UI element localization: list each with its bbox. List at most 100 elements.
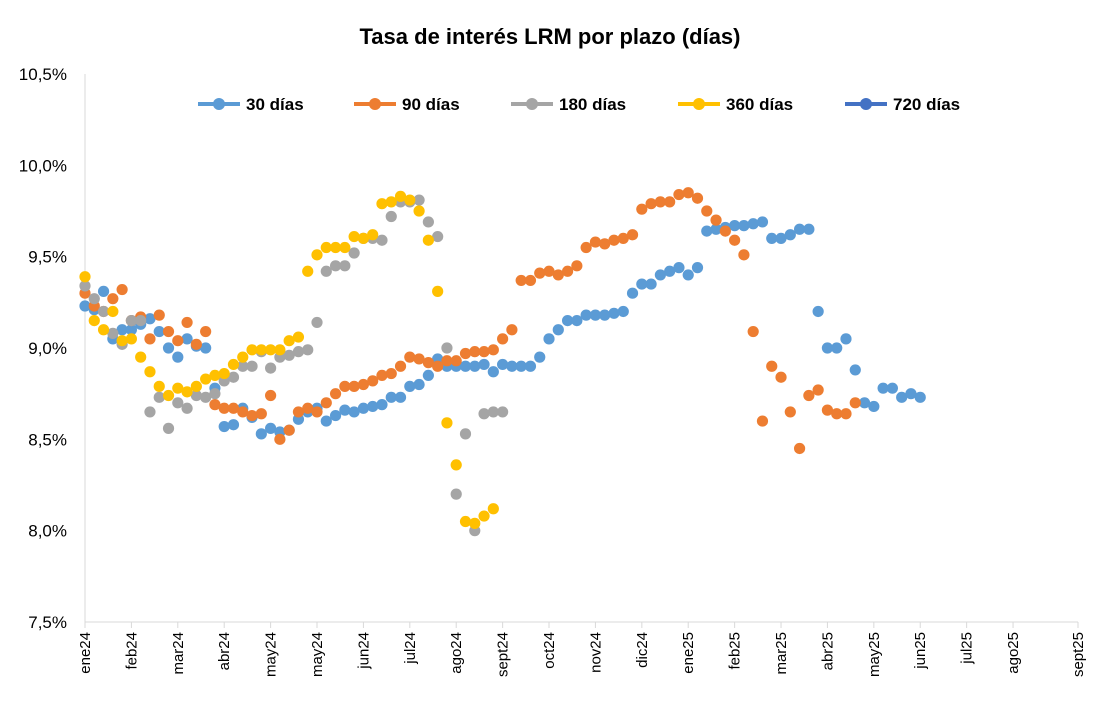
data-point bbox=[88, 293, 100, 305]
x-tick-label: feb25 bbox=[727, 632, 744, 670]
data-point bbox=[218, 420, 230, 433]
data-point bbox=[487, 344, 499, 356]
data-point bbox=[320, 241, 332, 254]
data-point bbox=[441, 417, 453, 429]
data-point bbox=[385, 210, 397, 223]
data-point bbox=[608, 234, 620, 246]
data-point bbox=[766, 360, 778, 372]
x-tick-label: may24 bbox=[309, 632, 326, 677]
x-tick-label: jun25 bbox=[912, 632, 929, 670]
data-point bbox=[181, 333, 193, 345]
y-tick-label: 9,0% bbox=[28, 339, 67, 358]
data-point bbox=[803, 389, 815, 402]
data-point bbox=[97, 324, 110, 336]
data-point bbox=[793, 442, 806, 455]
data-point bbox=[821, 404, 834, 416]
data-point bbox=[348, 406, 360, 418]
data-point bbox=[766, 232, 778, 244]
data-point bbox=[274, 344, 286, 356]
data-point bbox=[617, 305, 629, 318]
legend-label: 720 días bbox=[893, 95, 960, 114]
data-point bbox=[626, 229, 639, 241]
data-point bbox=[116, 324, 128, 336]
data-point bbox=[422, 357, 434, 369]
data-point bbox=[673, 262, 685, 274]
x-tick-label: jul25 bbox=[959, 632, 976, 665]
data-point bbox=[302, 344, 314, 356]
data-point bbox=[710, 223, 722, 235]
data-point bbox=[190, 338, 202, 350]
data-point bbox=[775, 371, 787, 383]
data-point bbox=[524, 274, 537, 287]
data-point bbox=[181, 402, 193, 414]
legend: 30 días 90 días 180 días 360 días 720 días bbox=[198, 95, 960, 114]
data-point bbox=[858, 397, 871, 409]
data-point bbox=[599, 238, 611, 250]
data-point bbox=[302, 265, 314, 277]
points-group bbox=[79, 187, 926, 537]
y-tick-label: 7,5% bbox=[28, 613, 67, 632]
y-tick-label: 9,5% bbox=[28, 248, 67, 267]
data-point bbox=[896, 391, 908, 403]
legend-label: 30 días bbox=[246, 95, 304, 114]
x-tick-label: ene24 bbox=[77, 632, 94, 674]
data-point bbox=[877, 382, 889, 394]
data-point bbox=[719, 225, 731, 237]
x-tick-label: dic24 bbox=[634, 632, 651, 668]
data-point bbox=[385, 196, 397, 208]
data-point bbox=[738, 220, 750, 232]
data-point bbox=[200, 342, 212, 354]
data-point bbox=[320, 397, 332, 409]
data-point bbox=[311, 406, 323, 418]
x-tick-label: mar25 bbox=[773, 632, 790, 675]
data-point bbox=[636, 203, 648, 215]
data-point bbox=[135, 315, 147, 327]
data-point bbox=[97, 305, 110, 318]
data-point bbox=[636, 278, 648, 290]
data-point bbox=[357, 232, 370, 244]
legend-label: 90 días bbox=[402, 95, 460, 114]
x-tick-label: may24 bbox=[263, 632, 280, 677]
data-point bbox=[710, 214, 722, 226]
data-point bbox=[886, 382, 898, 394]
data-point bbox=[561, 315, 574, 327]
data-point bbox=[302, 402, 314, 414]
data-point bbox=[849, 397, 861, 409]
data-point bbox=[441, 355, 453, 367]
data-point bbox=[153, 325, 165, 338]
data-point bbox=[552, 269, 564, 281]
data-point bbox=[487, 366, 499, 378]
legend-item: 180 días bbox=[511, 95, 626, 114]
data-point bbox=[329, 260, 342, 272]
data-point bbox=[162, 342, 175, 354]
y-tick-label: 10,5% bbox=[19, 65, 67, 84]
data-point bbox=[329, 388, 342, 400]
x-tick-label: sept24 bbox=[495, 632, 512, 677]
data-point bbox=[729, 234, 741, 246]
data-point bbox=[645, 198, 657, 210]
x-tick-label: abr24 bbox=[216, 632, 233, 670]
data-point bbox=[691, 192, 704, 204]
data-point bbox=[840, 333, 852, 345]
data-point bbox=[478, 358, 490, 371]
legend-item: 360 días bbox=[678, 95, 793, 114]
data-point bbox=[617, 232, 629, 244]
data-point bbox=[292, 346, 305, 358]
data-point bbox=[459, 347, 472, 360]
data-point bbox=[478, 510, 490, 522]
data-point bbox=[218, 367, 230, 380]
series-3 bbox=[79, 190, 499, 529]
data-point bbox=[172, 397, 184, 409]
data-point bbox=[645, 278, 657, 290]
data-point bbox=[200, 391, 212, 403]
data-point bbox=[200, 373, 212, 385]
data-point bbox=[404, 380, 416, 392]
data-point bbox=[561, 265, 574, 277]
x-tick-label: sept25 bbox=[1070, 632, 1087, 677]
data-point bbox=[311, 249, 323, 261]
data-point bbox=[144, 366, 156, 378]
data-point bbox=[682, 187, 694, 199]
x-tick-label: ago25 bbox=[1005, 632, 1022, 674]
legend-item: 30 días bbox=[198, 95, 304, 114]
